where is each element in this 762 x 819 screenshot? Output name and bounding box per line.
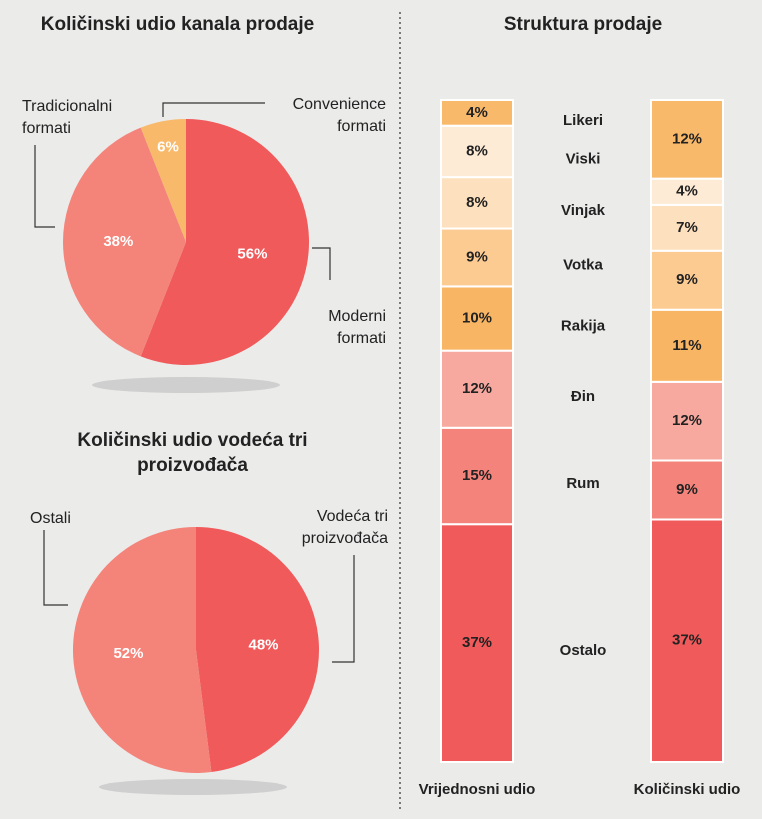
bar-segment — [650, 249, 724, 311]
legend-label: Rum — [566, 475, 599, 492]
value-label: 10% — [462, 309, 492, 326]
category-label: Convenience formati — [292, 96, 386, 135]
bar-segment — [440, 349, 514, 429]
value-label: 12% — [462, 380, 492, 397]
legend-label: Rakija — [561, 317, 606, 334]
pie-slice — [140, 119, 186, 242]
bar-segment — [650, 99, 724, 180]
value-label: 52% — [113, 645, 143, 662]
x-tick-label: Vrijednosni udio — [419, 781, 536, 798]
leader-lines — [34, 102, 355, 663]
legend-label: Ostalo — [560, 642, 607, 659]
bar-segment — [650, 203, 724, 252]
bar-segment — [440, 99, 514, 127]
bar-segment — [650, 308, 724, 383]
value-label: 12% — [672, 130, 702, 147]
value-label: 9% — [676, 481, 698, 498]
pie-slice — [196, 527, 319, 773]
value-label: 8% — [466, 194, 488, 211]
title: Količinski udio vodeća tri proizvođača — [77, 430, 308, 476]
value-label: 37% — [462, 634, 492, 651]
bar-segment — [440, 124, 514, 179]
bar-segment — [650, 380, 724, 462]
value-label: 4% — [466, 104, 488, 121]
pie-slice — [72, 527, 212, 773]
value-label: 11% — [672, 337, 701, 354]
legend-label: Votka — [563, 256, 603, 273]
value-label: 4% — [676, 183, 698, 200]
value-label: 48% — [249, 637, 279, 654]
legend-label: Đin — [571, 388, 595, 405]
title: Struktura prodaje — [503, 14, 663, 35]
pie-slice — [63, 127, 186, 357]
legend-label: Viski — [566, 150, 601, 167]
value-label: 56% — [237, 246, 267, 263]
bar-segment — [650, 177, 724, 206]
pie-slice — [140, 119, 309, 366]
value-label: 8% — [466, 142, 488, 159]
value-label: 7% — [676, 219, 698, 236]
x-tick-label: Količinski udio — [634, 781, 741, 798]
category-label: Tradicionalni formati — [22, 98, 113, 137]
value-label: 15% — [462, 467, 492, 484]
value-label: 6% — [157, 139, 179, 156]
bar-segment — [650, 459, 724, 521]
value-label: 37% — [672, 632, 702, 649]
shadow — [92, 377, 280, 393]
shadow — [99, 779, 287, 795]
title: Količinski udio kanala prodaje — [40, 14, 315, 35]
legend-label: Vinjak — [561, 202, 606, 219]
category-label: Ostali — [30, 510, 71, 527]
value-label: 9% — [676, 271, 698, 288]
bar-segment — [440, 176, 514, 230]
category-label: Moderni formati — [328, 308, 386, 347]
legend-label: Likeri — [563, 112, 603, 129]
category-label: Vodeća tri proizvođača — [301, 508, 388, 547]
bar-segment — [440, 285, 514, 352]
bar-segment — [440, 227, 514, 288]
value-label: 9% — [466, 248, 488, 265]
value-label: 12% — [672, 412, 702, 429]
value-label: 38% — [103, 233, 133, 250]
